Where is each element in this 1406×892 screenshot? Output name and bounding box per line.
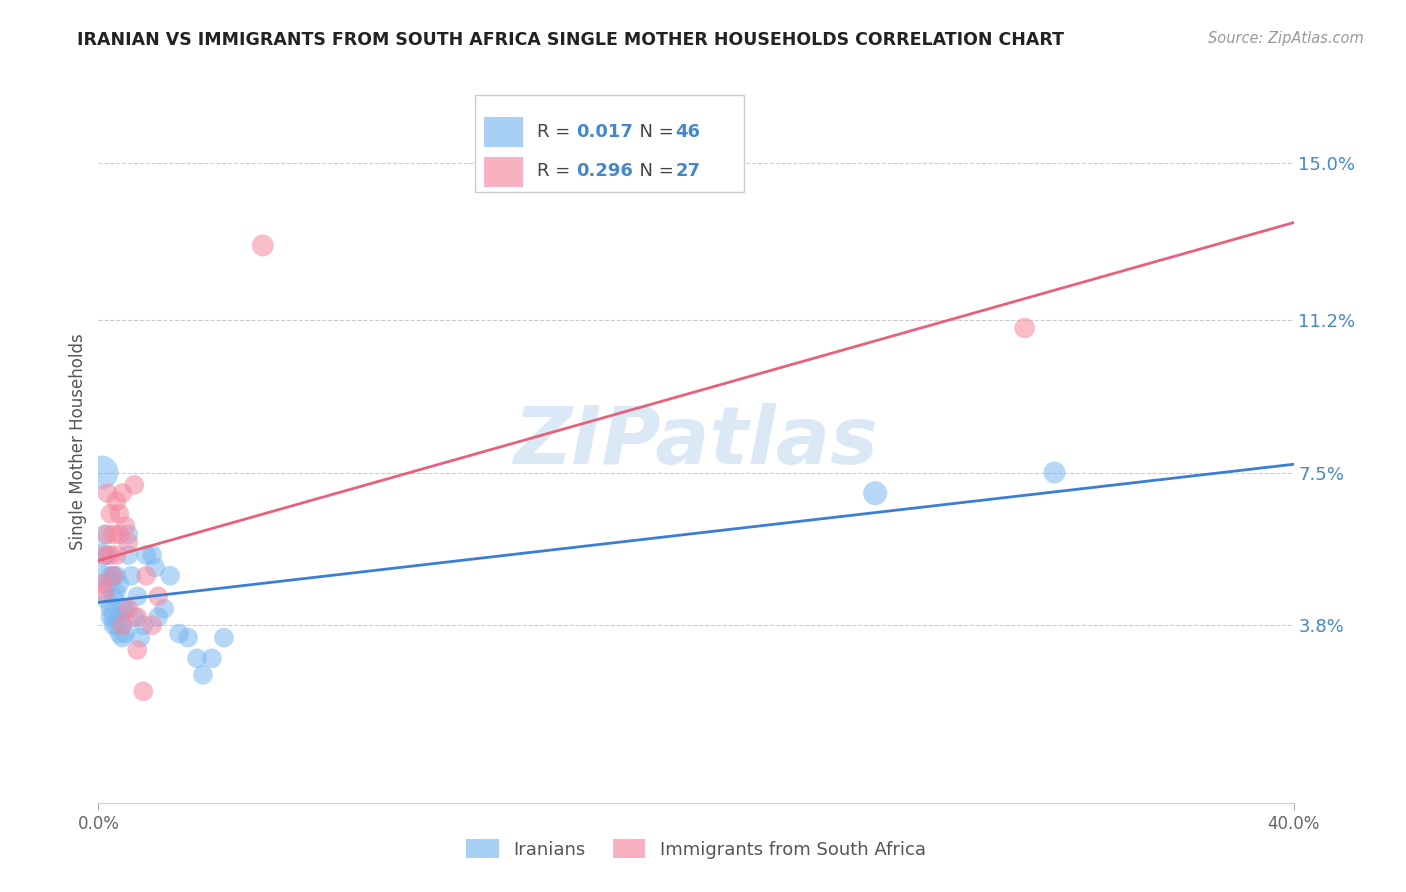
Point: [98, 548, 122, 562]
Point: [114, 626, 136, 640]
Point: [141, 548, 163, 562]
Point: [186, 651, 208, 665]
Point: [148, 610, 170, 624]
Point: [117, 601, 139, 615]
Point: [212, 631, 235, 645]
Point: [93, 527, 115, 541]
Text: 27: 27: [676, 162, 700, 180]
Point: [111, 618, 134, 632]
Point: [103, 610, 125, 624]
Point: [108, 577, 131, 591]
Point: [93, 568, 115, 582]
Point: [111, 618, 134, 632]
Point: [103, 527, 125, 541]
Text: 0.017: 0.017: [576, 122, 633, 141]
Point: [98, 507, 122, 521]
Point: [143, 560, 166, 574]
Point: [98, 601, 122, 615]
FancyBboxPatch shape: [485, 117, 523, 147]
Point: [135, 548, 157, 562]
Text: ZIPatlas: ZIPatlas: [513, 402, 879, 481]
Point: [105, 568, 128, 582]
Point: [117, 535, 139, 549]
Point: [108, 527, 131, 541]
Point: [108, 626, 131, 640]
Point: [103, 568, 125, 582]
Text: N =: N =: [628, 122, 679, 141]
Point: [148, 590, 170, 604]
Point: [114, 519, 136, 533]
Point: [90, 466, 112, 480]
Point: [132, 684, 155, 698]
Point: [96, 593, 118, 607]
Point: [111, 486, 134, 500]
Point: [159, 568, 181, 582]
Text: 46: 46: [676, 122, 700, 141]
Point: [111, 631, 134, 645]
Point: [93, 585, 115, 599]
Point: [103, 590, 125, 604]
Text: R =: R =: [537, 122, 576, 141]
Point: [98, 610, 122, 624]
FancyBboxPatch shape: [485, 157, 523, 187]
Point: [90, 548, 112, 562]
Point: [201, 651, 224, 665]
Point: [117, 527, 139, 541]
Point: [93, 548, 115, 562]
Point: [103, 618, 125, 632]
Point: [252, 238, 274, 252]
Point: [124, 610, 146, 624]
Text: 0.296: 0.296: [576, 162, 633, 180]
Point: [90, 577, 112, 591]
Point: [96, 548, 118, 562]
Point: [132, 618, 155, 632]
Point: [1043, 466, 1066, 480]
Point: [127, 643, 149, 657]
Point: [96, 486, 118, 500]
Point: [1014, 321, 1036, 335]
Legend: Iranians, Immigrants from South Africa: Iranians, Immigrants from South Africa: [467, 839, 925, 859]
Point: [127, 590, 149, 604]
Text: N =: N =: [628, 162, 679, 180]
Point: [108, 610, 131, 624]
Point: [108, 507, 131, 521]
Point: [105, 618, 128, 632]
Point: [114, 601, 136, 615]
Point: [111, 601, 134, 615]
Point: [153, 601, 176, 615]
Point: [103, 568, 125, 582]
Point: [127, 610, 149, 624]
FancyBboxPatch shape: [475, 95, 744, 193]
Point: [177, 631, 200, 645]
Text: R =: R =: [537, 162, 576, 180]
Point: [96, 527, 118, 541]
Point: [96, 577, 118, 591]
Point: [105, 585, 128, 599]
Point: [135, 568, 157, 582]
Point: [105, 494, 128, 508]
Point: [167, 626, 190, 640]
Text: Source: ZipAtlas.com: Source: ZipAtlas.com: [1208, 31, 1364, 46]
Point: [129, 631, 152, 645]
Point: [865, 486, 887, 500]
Point: [105, 548, 128, 562]
Y-axis label: Single Mother Households: Single Mother Households: [69, 334, 87, 549]
Point: [120, 568, 142, 582]
Point: [141, 618, 163, 632]
Point: [124, 478, 146, 492]
Text: IRANIAN VS IMMIGRANTS FROM SOUTH AFRICA SINGLE MOTHER HOUSEHOLDS CORRELATION CHA: IRANIAN VS IMMIGRANTS FROM SOUTH AFRICA …: [77, 31, 1064, 49]
Point: [191, 668, 214, 682]
Point: [98, 568, 122, 582]
Point: [117, 548, 139, 562]
